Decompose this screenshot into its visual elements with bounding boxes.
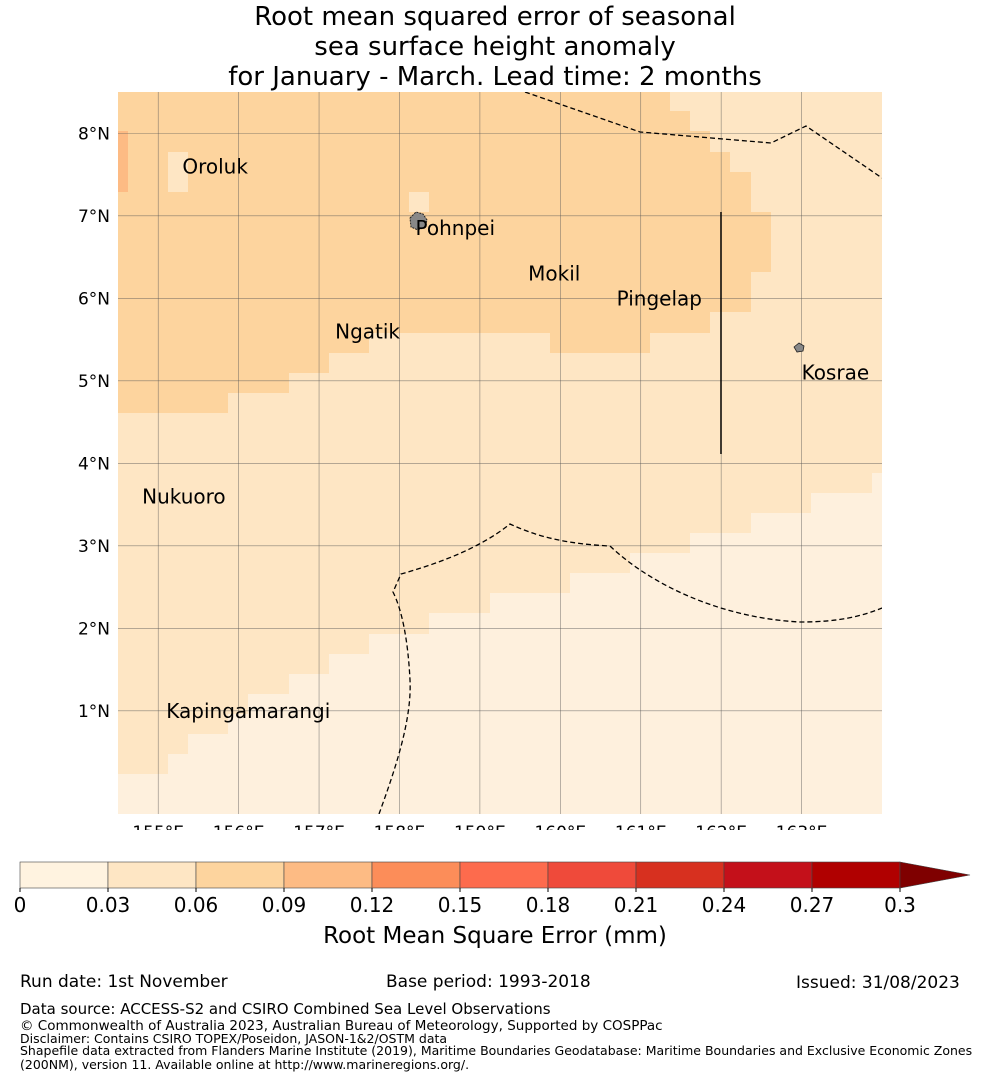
colorbar-tick-label: 0 — [14, 893, 27, 917]
colorbar-tick-label: 0.21 — [614, 893, 659, 917]
colorbar-segment — [459, 861, 549, 889]
rmse-cell-oroluk — [168, 152, 188, 192]
colorbar-label: Root Mean Square Error (mm) — [323, 923, 667, 949]
colorbar-segment — [547, 861, 637, 889]
colorbar-tick-label: 0.27 — [790, 893, 835, 917]
lat-label: 2°N — [78, 619, 110, 639]
latitude-labels: 8°N 7°N 6°N 5°N 4°N 3°N 2°N 1°N — [78, 124, 110, 722]
graticule — [118, 92, 882, 814]
place-label-nukuoro: Nukuoro — [142, 484, 226, 508]
lon-label: 160°E — [534, 823, 586, 830]
place-labels: Oroluk Pohnpei Mokil Pingelap Ngatik Kosrae Nu… — [142, 154, 869, 723]
pohnpei-island-shape — [409, 211, 428, 231]
colorbar-segment — [283, 861, 373, 889]
title-line-1: Root mean squared error of seasonal — [254, 2, 736, 32]
lon-label: 157°E — [293, 823, 345, 830]
lat-label: 8°N — [78, 124, 110, 144]
eez-boundaries — [378, 92, 882, 814]
colorbar-tick-label: 0.12 — [350, 893, 395, 917]
place-label-kapingamarangi: Kapingamarangi — [166, 699, 330, 723]
lon-label: 158°E — [374, 823, 426, 830]
title-line-2: sea surface height anomaly — [314, 32, 676, 62]
lon-label: 156°E — [213, 823, 265, 830]
colorbar-tick-label: 0.03 — [86, 893, 131, 917]
place-label-pohnpei: Pohnpei — [416, 216, 496, 240]
colorbar-tick-label: 0.24 — [702, 893, 747, 917]
shapefile-credit-1: Shapefile data extracted from Flanders M… — [20, 1043, 973, 1058]
lat-label: 1°N — [78, 702, 110, 722]
lon-label: 159°E — [454, 823, 506, 830]
colorbar-segment — [635, 861, 725, 889]
place-label-pingelap: Pingelap — [617, 286, 702, 310]
shapefile-credit-2: (200NM), version 11. Available online at… — [20, 1057, 470, 1072]
place-label-oroluk: Oroluk — [182, 154, 248, 178]
map-panel[interactable]: Oroluk Pohnpei Mokil Pingelap Ngatik Kosrae Nu… — [0, 0, 990, 830]
map-title: Root mean squared error of seasonal sea … — [0, 2, 990, 92]
colorbar-segment — [723, 861, 813, 889]
place-label-ngatik: Ngatik — [335, 319, 400, 343]
title-line-3: for January - March. Lead time: 2 months — [228, 62, 762, 92]
colorbar: 0 0.03 0.06 0.09 0.12 0.15 0.18 0.21 0.24 0.27 0.3 — [14, 861, 971, 917]
lon-label: 155°E — [132, 823, 184, 830]
rmse-band-mid — [118, 92, 771, 413]
colorbar-tick-label: 0.15 — [438, 893, 483, 917]
colorbar-tick-label: 0.09 — [262, 893, 307, 917]
colorbar-extend-arrow — [899, 861, 971, 889]
data-source: Data source: ACCESS-S2 and CSIRO Combine… — [20, 1000, 551, 1018]
eez-boundary-south — [378, 523, 882, 814]
longitude-labels: 155°E 156°E 157°E 158°E 159°E 160°E 161°E 162°E… — [132, 823, 827, 830]
colorbar-segment — [371, 861, 461, 889]
rmse-cell-west-edge — [118, 131, 128, 192]
colorbar-segment — [195, 861, 285, 889]
lon-label: 161°E — [615, 823, 667, 830]
lon-label: 163°E — [776, 823, 828, 830]
colorbar-tick-label: 0.3 — [884, 893, 916, 917]
disclaimer: Disclaimer: Contains CSIRO TOPEX/Poseido… — [20, 1031, 448, 1046]
place-label-kosrae: Kosrae — [802, 361, 870, 385]
colorbar-tick-label: 0.06 — [174, 893, 219, 917]
eez-boundary-north — [524, 92, 882, 179]
run-date: Run date: 1st November — [20, 972, 228, 992]
copyright: © Commonwealth of Australia 2023, Austra… — [20, 1018, 663, 1034]
lat-label: 6°N — [78, 289, 110, 309]
place-label-mokil: Mokil — [528, 262, 580, 286]
colorbar-segment — [19, 861, 109, 889]
kosrae-island-shape — [793, 342, 805, 353]
lat-label: 4°N — [78, 454, 110, 474]
colorbar-tick-label: 0.18 — [526, 893, 571, 917]
issued-date: Issued: 31/08/2023 — [796, 973, 960, 993]
rmse-cell-pohnpei — [409, 192, 429, 212]
lat-label: 3°N — [78, 537, 110, 557]
lat-label: 7°N — [78, 207, 110, 227]
colorbar-segment — [107, 861, 197, 889]
base-period: Base period: 1993-2018 — [386, 972, 591, 992]
colorbar-segment — [811, 861, 901, 889]
lat-label: 5°N — [78, 372, 110, 392]
lon-label: 162°E — [695, 823, 747, 830]
